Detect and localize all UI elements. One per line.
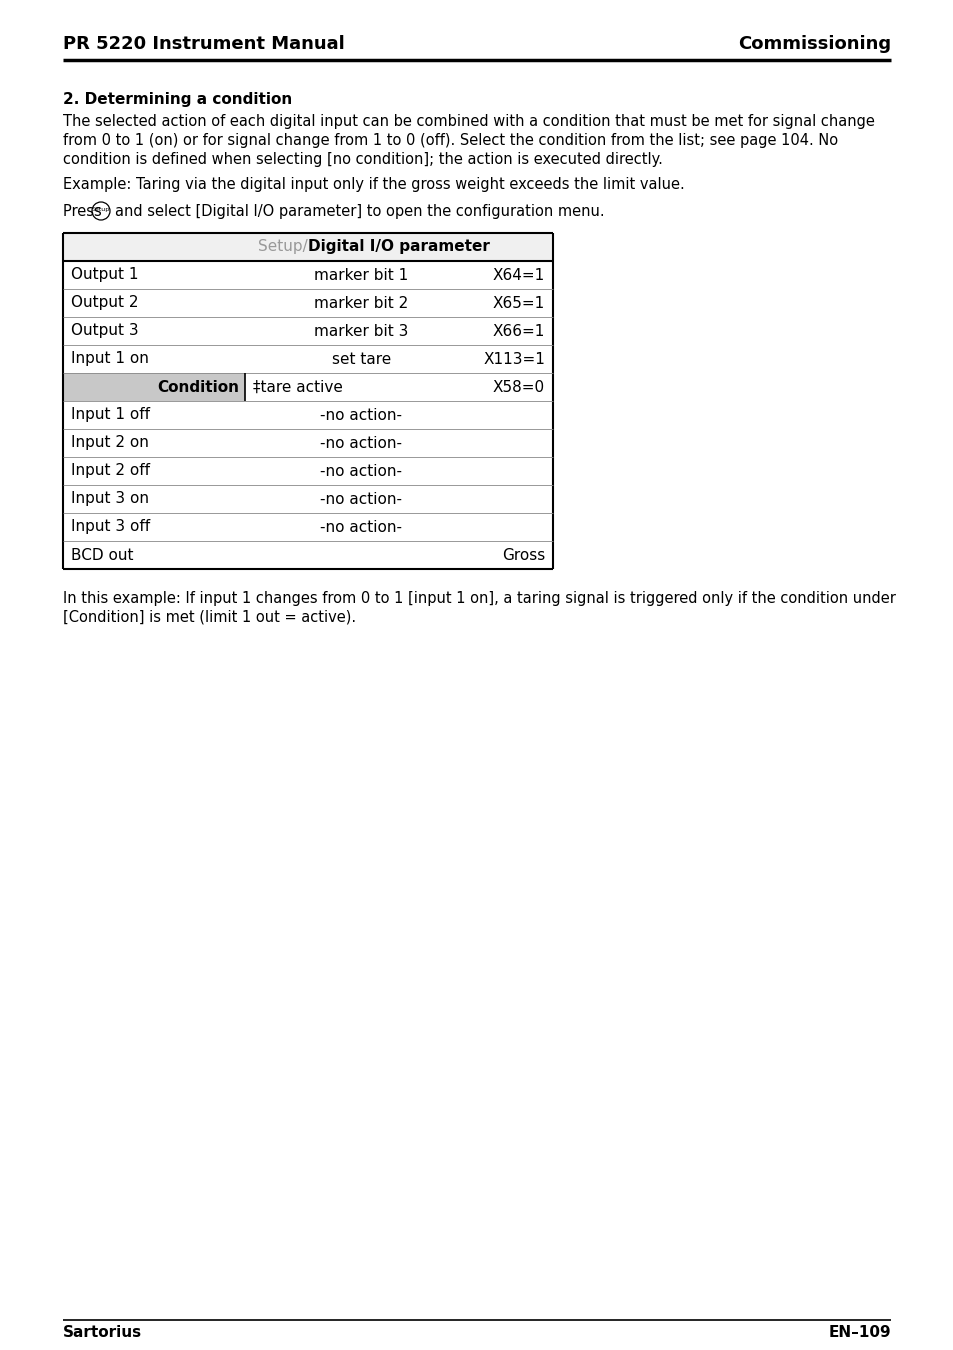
Text: Press: Press <box>63 204 107 219</box>
Text: EN–109: EN–109 <box>827 1324 890 1341</box>
Text: Input 3 on: Input 3 on <box>71 491 149 506</box>
Text: Setup/: Setup/ <box>258 239 308 255</box>
Bar <box>63 234 553 568</box>
Text: 2. Determining a condition: 2. Determining a condition <box>63 92 292 107</box>
Text: marker bit 1: marker bit 1 <box>314 267 408 282</box>
Text: Commissioning: Commissioning <box>737 35 890 53</box>
Text: X64=1: X64=1 <box>493 267 544 282</box>
Bar <box>63 234 553 261</box>
Text: X66=1: X66=1 <box>492 324 544 339</box>
Text: Digital I/O parameter: Digital I/O parameter <box>308 239 489 255</box>
Text: -no action-: -no action- <box>320 408 402 423</box>
Text: Condition: Condition <box>157 379 239 394</box>
Text: -no action-: -no action- <box>320 436 402 451</box>
Text: BCD out: BCD out <box>71 548 133 563</box>
Text: from 0 to 1 (on) or for signal change from 1 to 0 (off). Select the condition fr: from 0 to 1 (on) or for signal change fr… <box>63 134 838 148</box>
Text: marker bit 2: marker bit 2 <box>314 296 408 310</box>
Text: ‡tare active: ‡tare active <box>253 379 342 394</box>
Text: set tare: set tare <box>332 351 391 366</box>
Text: Input 1 on: Input 1 on <box>71 351 149 366</box>
Text: PR 5220 Instrument Manual: PR 5220 Instrument Manual <box>63 35 344 53</box>
Text: Sartorius: Sartorius <box>63 1324 142 1341</box>
Text: Setup: Setup <box>91 207 110 212</box>
Text: Input 2 on: Input 2 on <box>71 436 149 451</box>
Text: X58=0: X58=0 <box>493 379 544 394</box>
Text: Output 1: Output 1 <box>71 267 138 282</box>
Text: Gross: Gross <box>501 548 544 563</box>
Text: -no action-: -no action- <box>320 463 402 478</box>
Text: marker bit 3: marker bit 3 <box>314 324 408 339</box>
Text: The selected action of each digital input can be combined with a condition that : The selected action of each digital inpu… <box>63 113 874 130</box>
Text: X113=1: X113=1 <box>482 351 544 366</box>
Text: condition is defined when selecting [no condition]; the action is executed direc: condition is defined when selecting [no … <box>63 153 662 167</box>
Text: and select [Digital I/O parameter] to open the configuration menu.: and select [Digital I/O parameter] to op… <box>115 204 604 219</box>
Text: In this example: If input 1 changes from 0 to 1 [input 1 on], a taring signal is: In this example: If input 1 changes from… <box>63 591 895 606</box>
Text: X65=1: X65=1 <box>493 296 544 310</box>
Text: [Condition] is met (limit 1 out = active).: [Condition] is met (limit 1 out = active… <box>63 610 355 625</box>
Text: Output 3: Output 3 <box>71 324 138 339</box>
Bar <box>63 373 245 401</box>
Text: Example: Taring via the digital input only if the gross weight exceeds the limit: Example: Taring via the digital input on… <box>63 177 684 192</box>
Text: Input 2 off: Input 2 off <box>71 463 150 478</box>
Text: -no action-: -no action- <box>320 520 402 535</box>
Text: Input 1 off: Input 1 off <box>71 408 150 423</box>
Text: Output 2: Output 2 <box>71 296 138 310</box>
Text: -no action-: -no action- <box>320 491 402 506</box>
Text: Input 3 off: Input 3 off <box>71 520 150 535</box>
